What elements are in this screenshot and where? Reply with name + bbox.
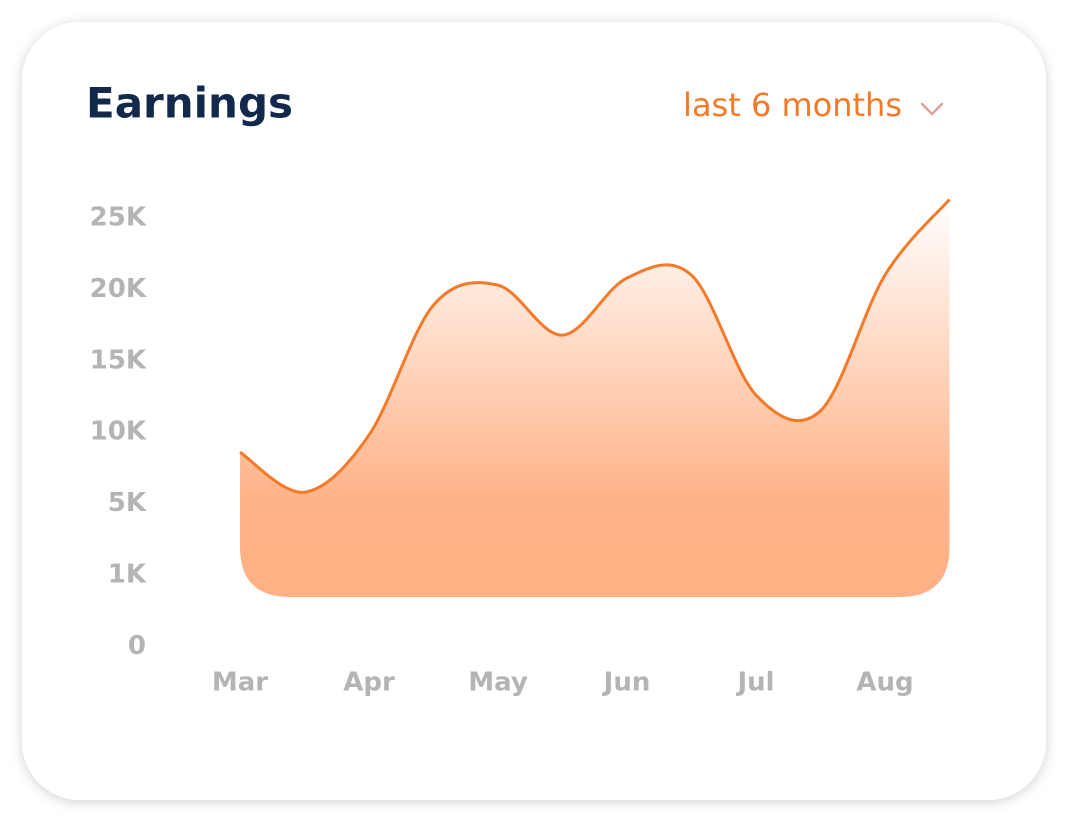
x-tick-label: Aug <box>856 668 913 698</box>
y-tick-label: 15K <box>90 345 147 375</box>
y-tick-label: 20K <box>90 274 147 304</box>
line <box>239 198 951 494</box>
x-tick-label: Apr <box>343 668 395 698</box>
y-tick-label: 10K <box>90 417 147 447</box>
x-tick-label: Jul <box>735 668 774 698</box>
period-dropdown[interactable]: last 6 months <box>683 86 944 124</box>
dropdown-chevron[interactable] <box>920 102 944 116</box>
x-tick-label: May <box>468 668 528 698</box>
card-title: Earnings <box>86 79 293 128</box>
area-fill <box>240 199 950 597</box>
y-tick-label: 25K <box>90 203 147 233</box>
plot: 25K 20K 15K 10K 5K 1K 0 Mar Apr May Jun Jul Aug <box>90 198 951 698</box>
period-label[interactable]: last 6 months <box>683 86 902 124</box>
y-tick-label: 0 <box>128 631 146 661</box>
y-tick-label: 1K <box>108 560 147 590</box>
x-tick-label: Mar <box>212 668 268 698</box>
x-tick-label: Jun <box>602 668 651 698</box>
y-tick-label: 5K <box>108 488 147 518</box>
